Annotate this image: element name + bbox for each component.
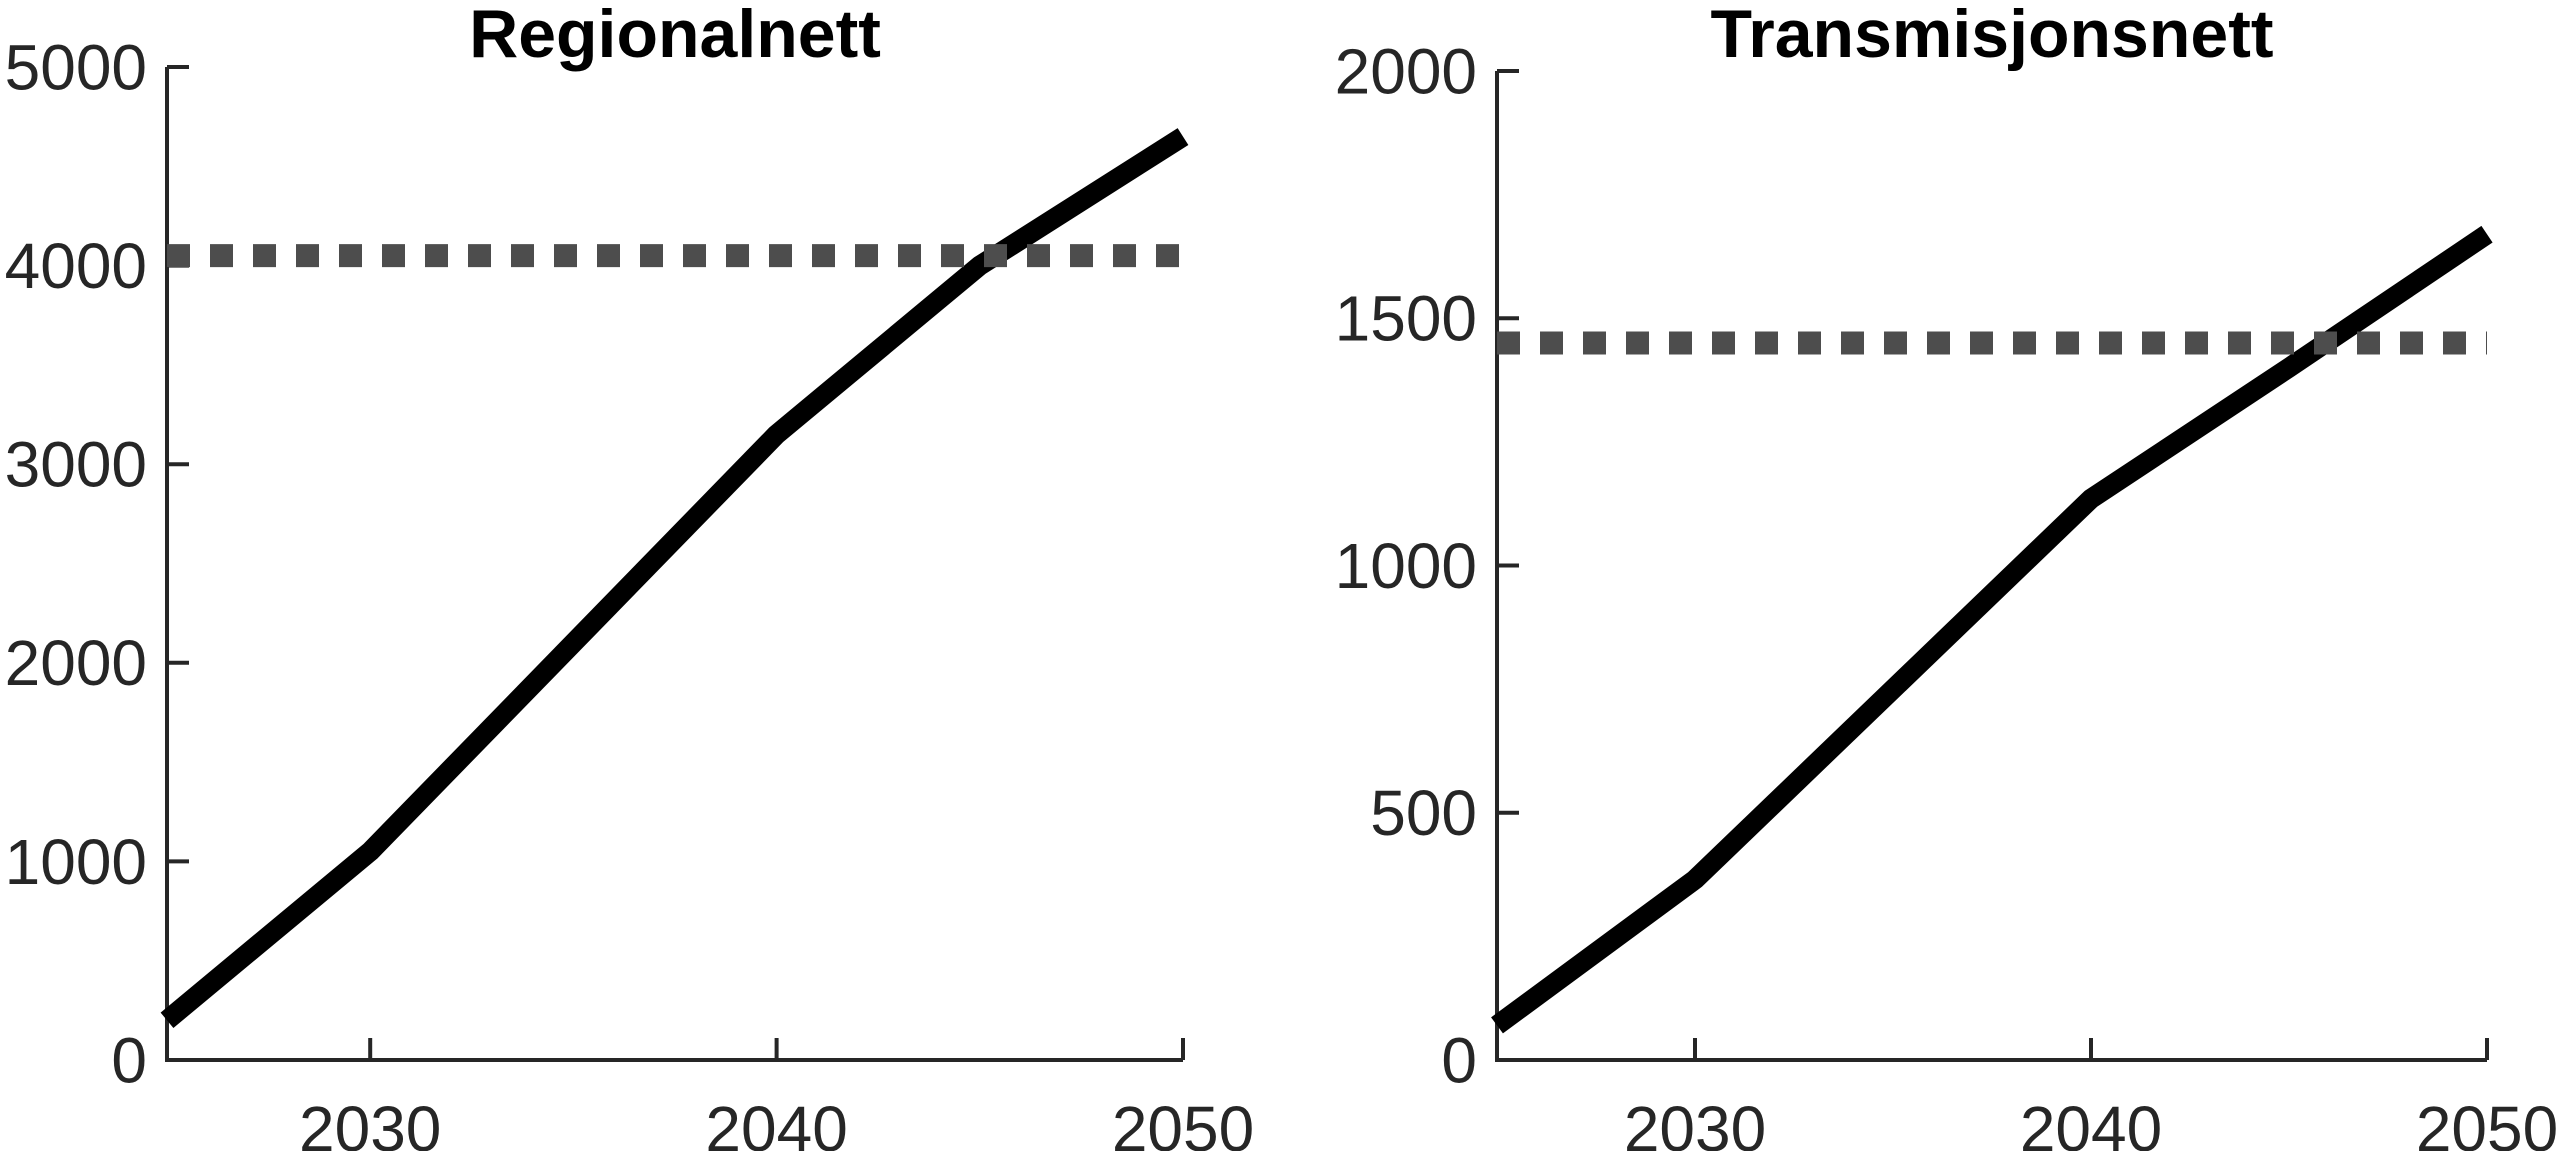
chart-title-transmisjonsnett: Transmisjonsnett [1710, 0, 2274, 72]
y-tick-label: 1000 [5, 826, 147, 898]
axes-frame [165, 67, 1183, 1062]
y-tick-label: 3000 [5, 429, 147, 501]
y-tick-label: 500 [1370, 777, 1477, 849]
x-tick-label: 2050 [2416, 1093, 2558, 1151]
y-tick-label: 5000 [5, 31, 147, 103]
y-tick-label: 4000 [5, 230, 147, 302]
y-tick-label: 1000 [1335, 530, 1477, 602]
x-tick-label: 2030 [299, 1093, 441, 1151]
x-tick-label: 2040 [705, 1093, 847, 1151]
y-tick-label: 0 [1441, 1024, 1477, 1096]
data-line [1491, 225, 2493, 1034]
x-tick-label: 2030 [1624, 1093, 1766, 1151]
y-tick-label: 1500 [1335, 283, 1477, 355]
x-tick-label: 2050 [1112, 1093, 1254, 1151]
x-tick-label: 2040 [2020, 1093, 2162, 1151]
y-tick-label: 0 [111, 1024, 147, 1096]
plot-transmisjonsnett: 0 500 1000 1500 2000 2030 2040 2050 [1335, 35, 2559, 1151]
plot-regionalnett: 0 1000 2000 3000 4000 5000 2030 2040 2050 [5, 31, 1255, 1151]
data-line [160, 128, 1189, 1028]
y-tick-label: 2000 [5, 627, 147, 699]
y-tick-label: 2000 [1335, 35, 1477, 107]
chart-title-regionalnett: Regionalnett [469, 0, 881, 72]
